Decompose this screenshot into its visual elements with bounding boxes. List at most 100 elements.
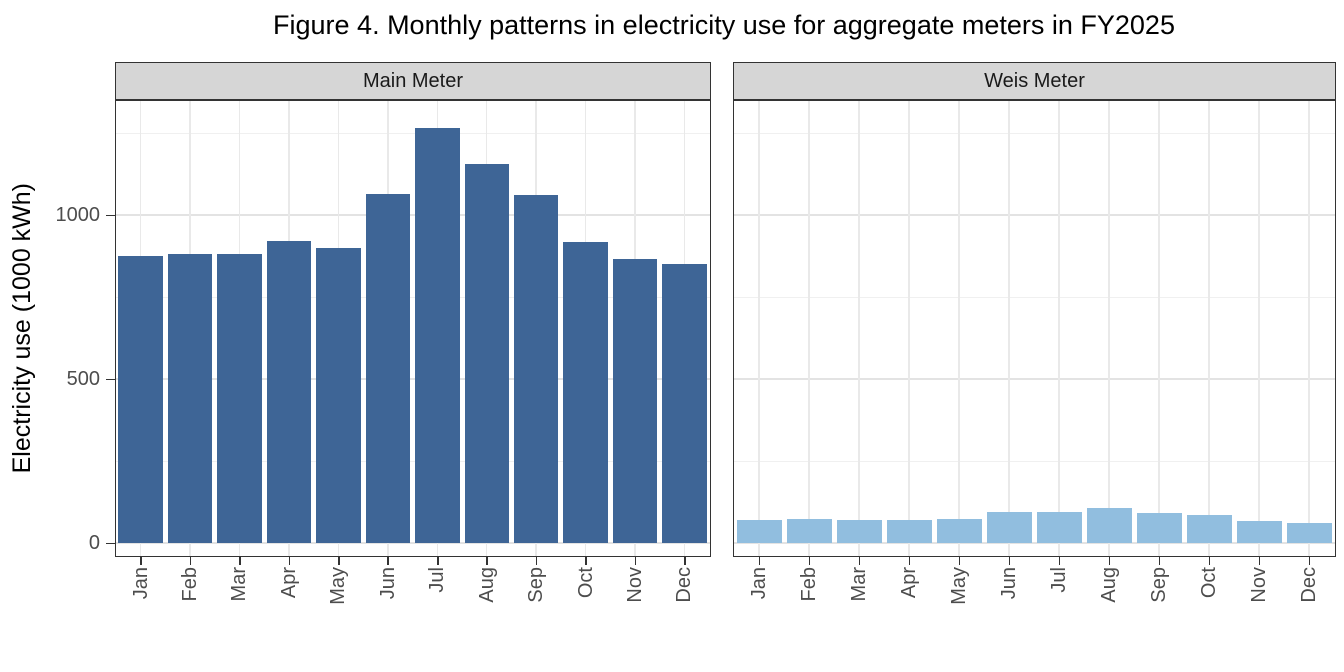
x-tick-mark: [140, 557, 142, 565]
x-tick-label-jan: Jan: [121, 567, 161, 672]
x-major-gridline: [858, 101, 860, 556]
bar-weis-meter-jul: [1036, 512, 1082, 543]
bar-weis-meter-sep: [1136, 513, 1182, 543]
x-tick-label-text: Sep: [525, 567, 548, 603]
x-tick-label-text: Oct: [1198, 567, 1221, 599]
x-tick-mark: [1258, 557, 1261, 565]
x-tick-label-text: Mar: [847, 567, 870, 602]
x-major-gridline: [908, 101, 910, 556]
x-tick-label-text: Dec: [1298, 567, 1321, 603]
x-tick-label-text: Apr: [897, 567, 920, 599]
x-tick-label-text: Feb: [179, 567, 202, 602]
facet-strip-main-meter: Main Meter: [115, 62, 711, 100]
x-tick-label-feb: Feb: [171, 567, 211, 672]
bar-weis-meter-feb: [786, 519, 832, 543]
x-tick-mark: [1108, 557, 1111, 565]
x-tick-label-jun: Jun: [989, 567, 1029, 672]
x-tick-mark: [1308, 557, 1311, 565]
bar-main-meter-sep: [513, 195, 559, 543]
bar-weis-meter-dec: [1286, 522, 1332, 543]
x-major-gridline: [1258, 101, 1260, 556]
x-tick-label-apr: Apr: [269, 567, 309, 672]
bar-main-meter-dec: [662, 264, 707, 543]
chart-title: Figure 4. Monthly patterns in electricit…: [273, 10, 1175, 40]
x-tick-label-dec: Dec: [1290, 567, 1330, 672]
x-tick-mark: [288, 557, 291, 565]
x-major-gridline: [958, 101, 960, 556]
x-tick-mark: [908, 557, 911, 565]
minor-gridline: [734, 133, 1335, 134]
x-tick-label-may: May: [939, 567, 979, 672]
x-tick-label-text: Aug: [1098, 567, 1121, 603]
x-major-gridline: [1158, 101, 1160, 556]
minor-gridline: [734, 461, 1335, 462]
x-tick-mark: [634, 557, 637, 565]
bar-weis-meter-may: [936, 518, 982, 543]
x-tick-label-text: Nov: [1248, 567, 1271, 603]
x-tick-label-text: Jan: [747, 567, 770, 600]
major-gridline: [116, 378, 710, 380]
x-tick-label-apr: Apr: [889, 567, 929, 672]
x-tick-label-oct: Oct: [1190, 567, 1230, 672]
x-tick-label-text: Feb: [797, 567, 820, 602]
bar-weis-meter-aug: [1086, 508, 1132, 543]
bar-weis-meter-jun: [986, 511, 1032, 543]
x-tick-mark: [808, 557, 811, 565]
x-tick-label-text: May: [327, 567, 350, 605]
x-tick-label-mar: Mar: [839, 567, 879, 672]
x-tick-label-sep: Sep: [1140, 567, 1180, 672]
bar-main-meter-nov: [612, 258, 658, 543]
bar-weis-meter-jan: [736, 520, 782, 543]
x-tick-mark: [1208, 557, 1211, 565]
bar-main-meter-jan: [118, 256, 163, 543]
x-major-gridline: [1008, 101, 1010, 556]
x-tick-mark: [958, 557, 961, 565]
bar-weis-meter-mar: [836, 520, 882, 543]
major-gridline: [116, 214, 710, 216]
major-gridline: [734, 378, 1335, 380]
x-tick-mark: [189, 557, 192, 565]
x-tick-label-text: Aug: [475, 567, 498, 603]
x-tick-label-oct: Oct: [566, 567, 606, 672]
y-tick-mark: [106, 378, 115, 381]
x-tick-label-text: Jan: [129, 567, 152, 600]
x-tick-label-text: Oct: [574, 567, 597, 599]
major-gridline: [116, 542, 710, 544]
bar-weis-meter-oct: [1186, 515, 1232, 543]
x-tick-mark: [436, 557, 439, 565]
bar-main-meter-mar: [217, 254, 262, 543]
x-tick-mark: [1058, 557, 1061, 565]
bar-main-meter-feb: [167, 254, 213, 543]
x-tick-label-jul: Jul: [418, 567, 458, 672]
bar-main-meter-aug: [464, 164, 509, 543]
minor-gridline: [116, 461, 710, 462]
facet-strip-weis-meter: Weis Meter: [733, 62, 1336, 100]
x-tick-mark: [1158, 557, 1161, 565]
x-tick-label-jul: Jul: [1040, 567, 1080, 672]
x-tick-mark: [758, 557, 761, 565]
x-tick-label-sep: Sep: [517, 567, 557, 672]
y-tick-label-500: 500: [66, 368, 100, 391]
x-tick-label-text: Sep: [1148, 567, 1171, 603]
x-tick-label-text: Jul: [1048, 567, 1070, 593]
y-tick-mark: [106, 542, 115, 545]
facet-strip-label: Weis Meter: [984, 69, 1085, 92]
x-tick-label-nov: Nov: [615, 567, 655, 672]
x-tick-mark: [585, 557, 587, 565]
x-major-gridline: [1208, 101, 1210, 556]
facet-panel-weis-meter: [733, 100, 1336, 557]
x-tick-mark: [683, 557, 686, 565]
bar-main-meter-may: [316, 247, 361, 543]
y-axis-title: Electricity use (1000 kWh): [2, 100, 42, 557]
bar-weis-meter-nov: [1236, 521, 1282, 543]
x-tick-label-nov: Nov: [1240, 567, 1280, 672]
x-tick-mark: [337, 557, 340, 565]
x-tick-label-text: Jun: [997, 567, 1020, 600]
bar-weis-meter-apr: [886, 520, 932, 543]
minor-gridline: [116, 297, 710, 298]
x-tick-mark: [1008, 557, 1011, 565]
x-tick-label-text: Dec: [673, 567, 696, 603]
y-tick-label-0: 0: [88, 532, 100, 555]
x-major-gridline: [1108, 101, 1110, 556]
